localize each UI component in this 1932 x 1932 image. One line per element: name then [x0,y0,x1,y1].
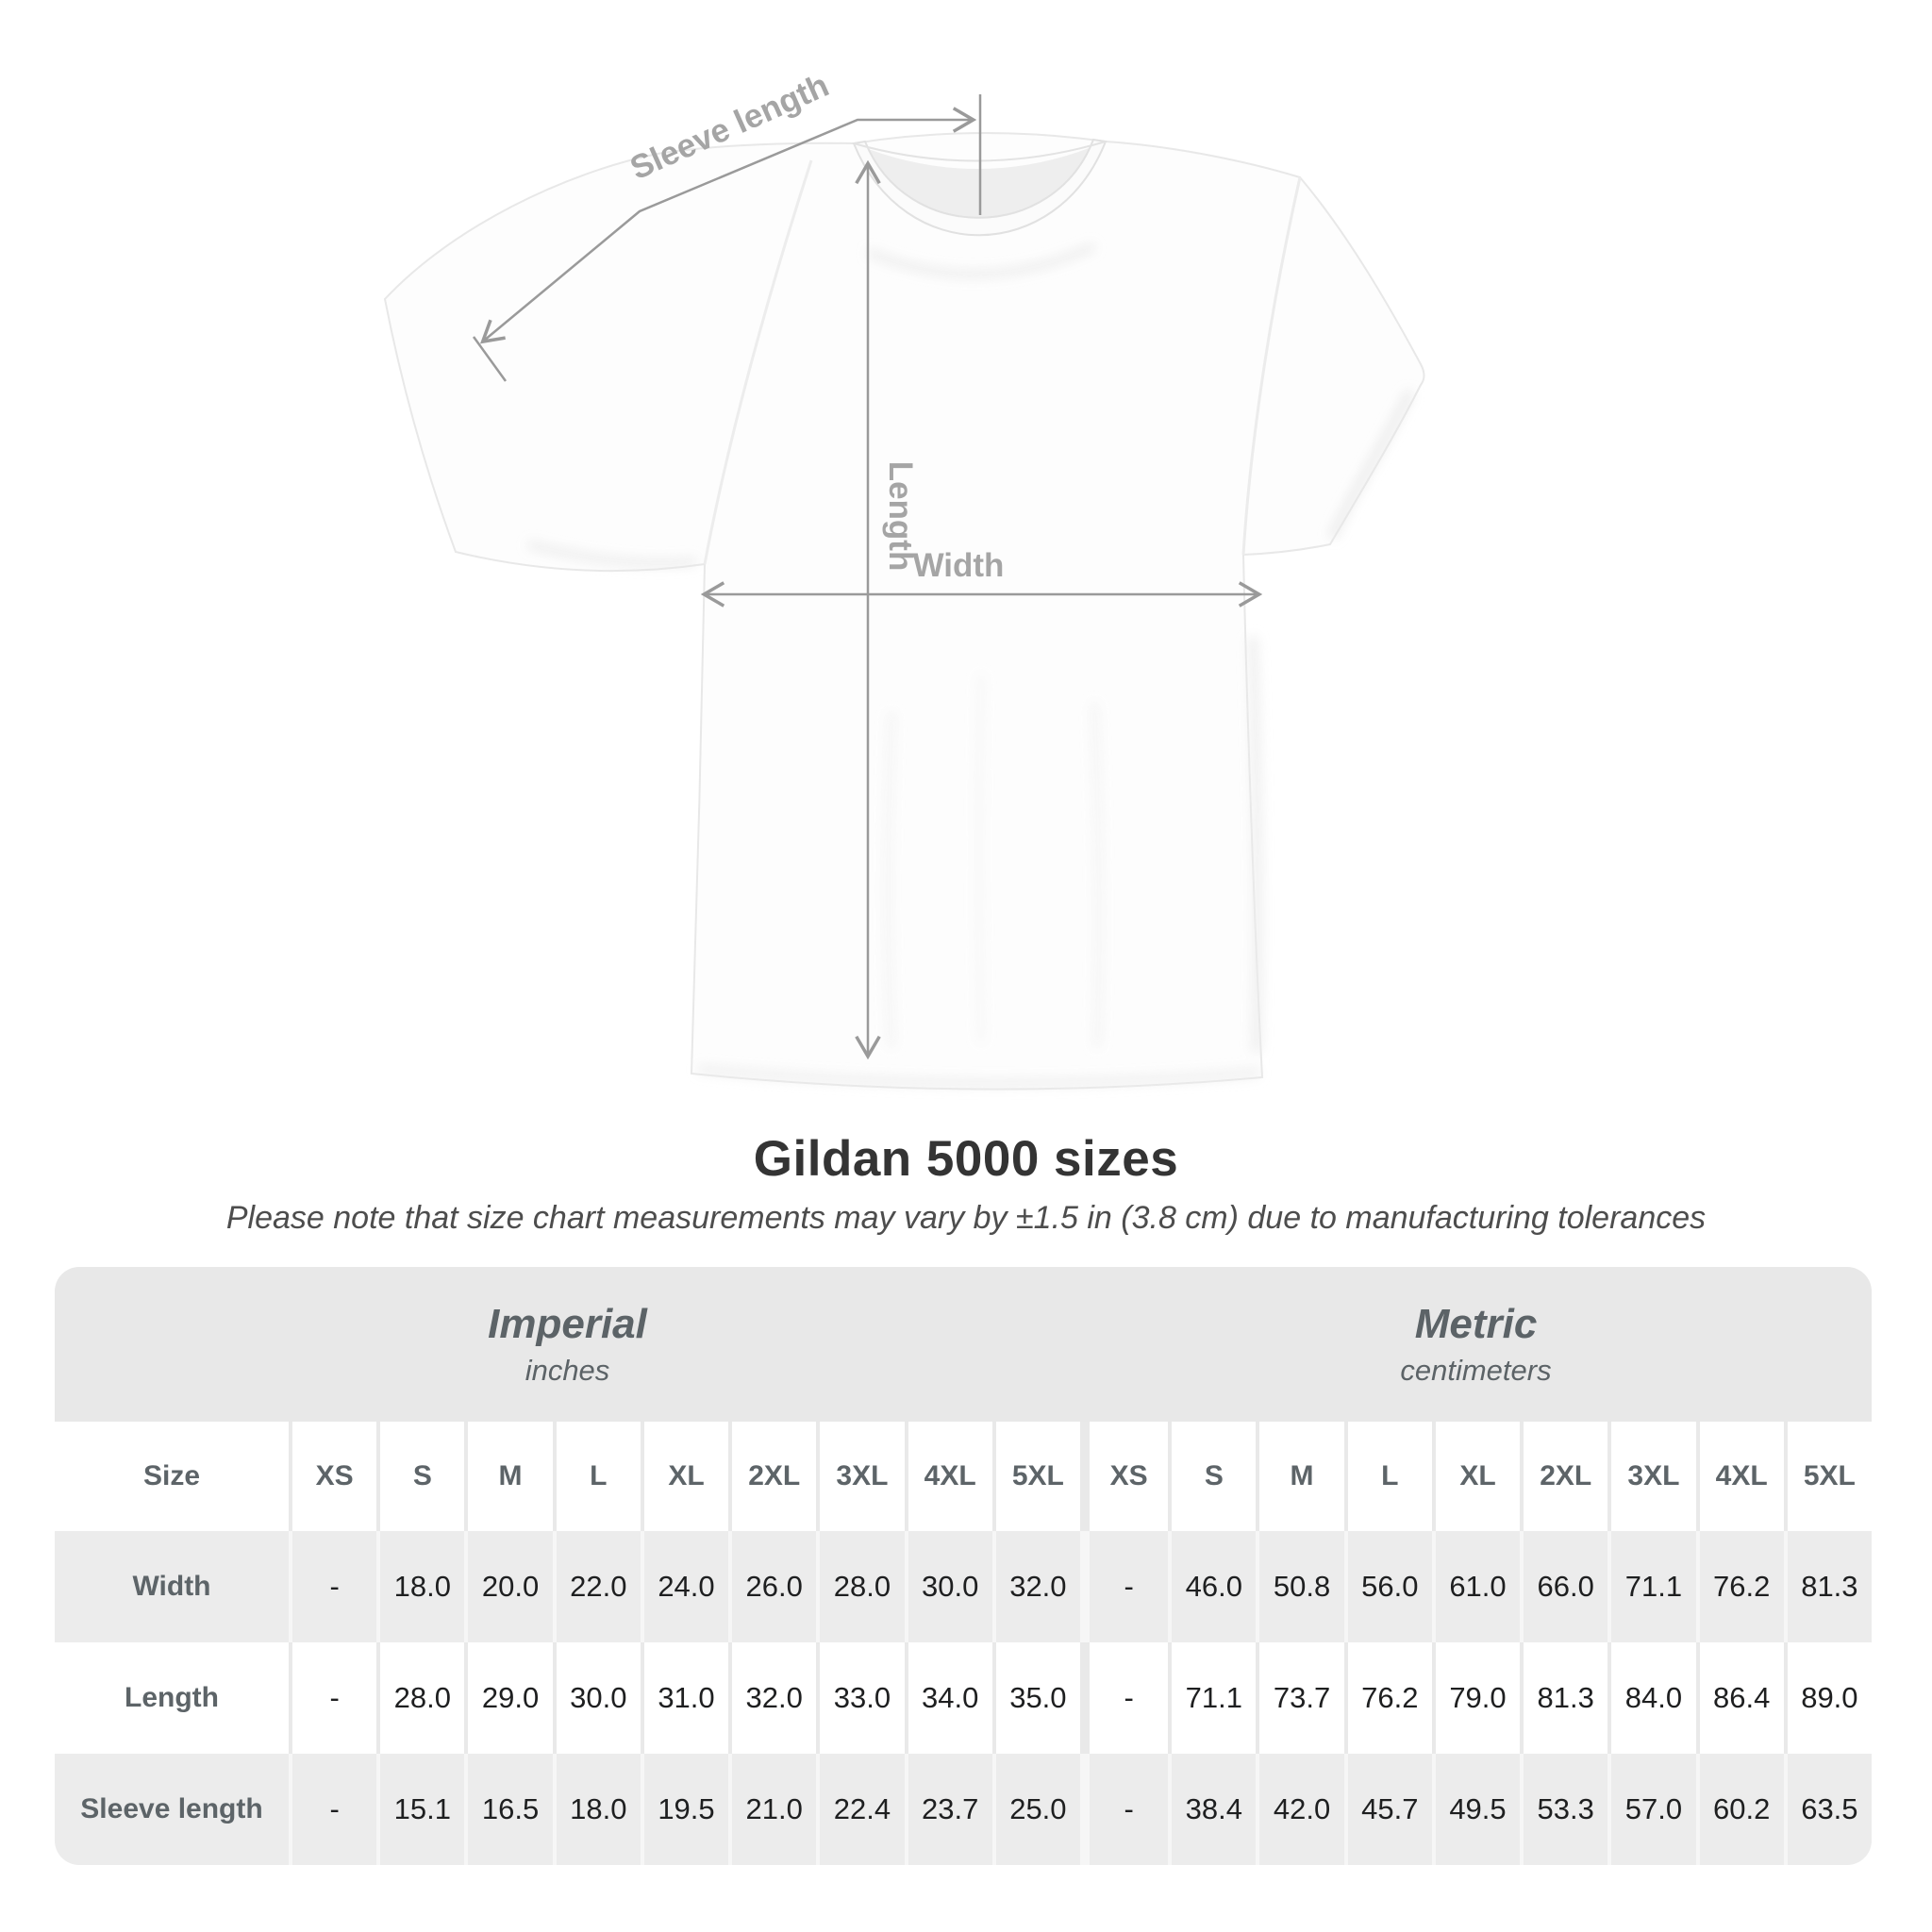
value-cell: 32.0 [991,1531,1080,1642]
value-cell: 29.0 [464,1642,552,1754]
value-cell: 71.1 [1607,1531,1695,1642]
table-row-length: Length -28.0 29.0 30.0 31.0 32.0 33.0 34.0 35.0-… [55,1642,1872,1754]
tshirt-measurement-diagram: Sleeve length Length Width [383,67,1425,1091]
size-table: Imperial inches Metric centimeters Size X… [55,1267,1872,1865]
size-col-header-imperial: 2XL [728,1422,816,1531]
value-cell: 57.0 [1607,1754,1695,1865]
unit-band: Imperial inches Metric centimeters [55,1267,1872,1422]
row-label-cell: Length [125,1682,219,1713]
length-label: Length [882,461,919,572]
value-cell: 63.5 [1783,1754,1872,1865]
value-cell: 76.2 [1343,1642,1432,1754]
table-row-sleeve-length: Sleeve length -15.1 16.5 18.0 19.5 21.0 22.4 23… [55,1754,1872,1865]
value-cell: 53.3 [1520,1754,1607,1865]
value-cell: 19.5 [640,1754,728,1865]
value-cell: 18.0 [552,1754,641,1865]
table-size-header-row: Size XS S M L XL 2XL 3XL 4XL 5XL XS S M L XL 2XL 3XL 4XL 5… [55,1422,1872,1531]
sleeve-end-tick [472,336,508,382]
value-cell: 16.5 [464,1754,552,1865]
value-cell: 66.0 [1520,1531,1607,1642]
sleeve-length-arrow [479,107,977,344]
tolerance-note: Please note that size chart measurements… [225,1200,1707,1236]
value-cell: 32.0 [728,1642,816,1754]
value-cell: - [1079,1531,1168,1642]
value-cell: 46.0 [1168,1531,1256,1642]
metric-sublabel: centimeters [1400,1354,1552,1387]
row-label-cell: Width [132,1571,211,1602]
value-cell: 26.0 [728,1531,816,1642]
value-cell: 22.4 [816,1754,904,1865]
size-col-header-metric: 4XL [1695,1422,1784,1531]
value-cell: 28.0 [376,1642,464,1754]
tshirt-graphic [383,131,1425,1091]
size-col-header-metric: M [1256,1422,1343,1531]
value-cell: - [289,1754,376,1865]
value-cell: 30.0 [552,1642,641,1754]
size-col-header-imperial: L [552,1422,641,1531]
imperial-unit-group: Imperial inches [55,1267,1080,1422]
value-cell: 28.0 [816,1531,904,1642]
value-cell: 15.1 [376,1754,464,1865]
size-header-cell: Size [142,1460,201,1491]
value-cell: 60.2 [1695,1754,1784,1865]
value-cell: 71.1 [1168,1642,1256,1754]
row-label-cell: Sleeve length [80,1793,263,1824]
value-cell: 73.7 [1256,1642,1343,1754]
value-cell: - [1079,1754,1168,1865]
value-cell: 81.3 [1520,1642,1607,1754]
size-col-header-imperial: XL [640,1422,728,1531]
value-cell: 56.0 [1343,1531,1432,1642]
value-cell: 31.0 [640,1642,728,1754]
value-cell: 89.0 [1783,1642,1872,1754]
value-cell: 86.4 [1695,1642,1784,1754]
size-col-header-imperial: 5XL [991,1422,1080,1531]
value-cell: - [1079,1642,1168,1754]
size-col-header-metric: S [1168,1422,1256,1531]
value-cell: 42.0 [1256,1754,1343,1865]
value-cell: 49.5 [1431,1754,1520,1865]
imperial-sublabel: inches [525,1354,610,1387]
value-cell: 23.7 [904,1754,992,1865]
size-col-header-metric: L [1343,1422,1432,1531]
value-cell: 30.0 [904,1531,992,1642]
value-cell: 18.0 [376,1531,464,1642]
value-cell: 38.4 [1168,1754,1256,1865]
value-cell: 25.0 [991,1754,1080,1865]
value-cell: 76.2 [1695,1531,1784,1642]
value-cell: 45.7 [1343,1754,1432,1865]
value-cell: 61.0 [1431,1531,1520,1642]
value-cell: 20.0 [464,1531,552,1642]
size-col-header-imperial: 4XL [904,1422,992,1531]
value-cell: 50.8 [1256,1531,1343,1642]
size-col-header-metric: XL [1431,1422,1520,1531]
table-row-width: Width -18.0 20.0 22.0 24.0 26.0 28.0 30.0 32.0-4… [55,1531,1872,1642]
table-body: Width -18.0 20.0 22.0 24.0 26.0 28.0 30.0 32.0-4… [55,1531,1872,1865]
value-cell: - [289,1531,376,1642]
size-col-header-imperial: 3XL [816,1422,904,1531]
size-col-header-imperial: M [464,1422,552,1531]
size-col-header-metric: 3XL [1607,1422,1695,1531]
value-cell: 22.0 [552,1531,641,1642]
size-col-header-imperial: S [376,1422,464,1531]
size-col-header-metric: 2XL [1520,1422,1607,1531]
value-cell: - [289,1642,376,1754]
metric-label: Metric [1414,1301,1538,1347]
size-col-header-metric: XS [1079,1422,1168,1531]
value-cell: 81.3 [1783,1531,1872,1642]
value-cell: 34.0 [904,1642,992,1754]
size-col-header-metric: 5XL [1783,1422,1872,1531]
width-label: Width [913,547,1005,584]
value-cell: 33.0 [816,1642,904,1754]
size-col-header-imperial: XS [289,1422,376,1531]
metric-unit-group: Metric centimeters [1080,1267,1872,1422]
value-cell: 35.0 [991,1642,1080,1754]
value-cell: 79.0 [1431,1642,1520,1754]
page-title: Gildan 5000 sizes [753,1131,1179,1187]
imperial-label: Imperial [488,1301,647,1347]
value-cell: 24.0 [640,1531,728,1642]
value-cell: 21.0 [728,1754,816,1865]
value-cell: 84.0 [1607,1642,1695,1754]
